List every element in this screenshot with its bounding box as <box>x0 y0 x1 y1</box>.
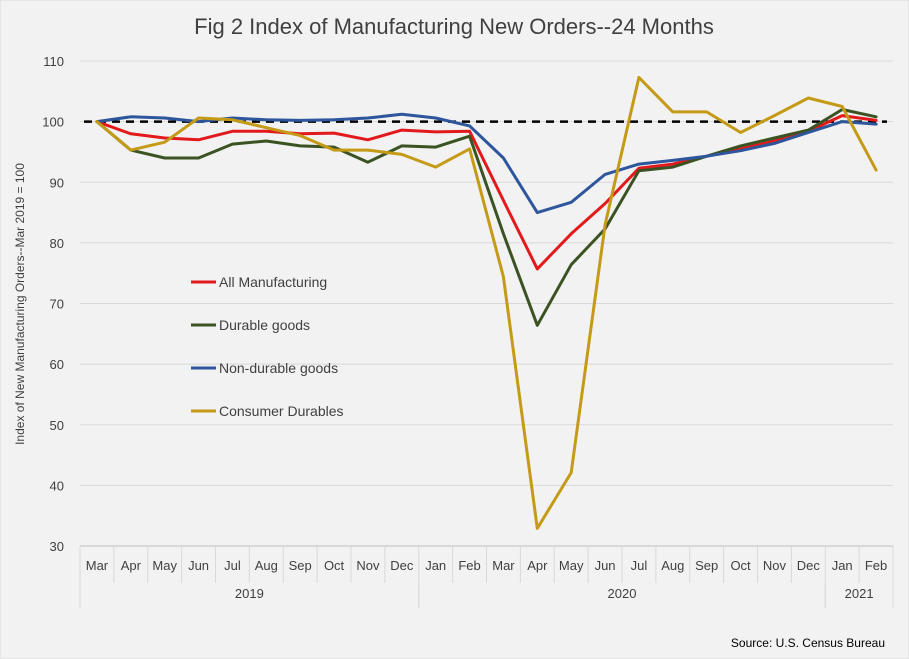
legend-label: All Manufacturing <box>219 274 327 290</box>
x-tick-label: Jan <box>832 558 853 573</box>
source-note: Source: U.S. Census Bureau <box>731 636 885 650</box>
series-line-consumer-durables <box>95 75 878 530</box>
x-year-label: 2019 <box>235 586 264 601</box>
x-tick-label: Oct <box>730 558 751 573</box>
chart-title: Fig 2 Index of Manufacturing New Orders-… <box>194 14 714 39</box>
x-tick-label: Aug <box>661 558 684 573</box>
x-tick-label: Jul <box>631 558 648 573</box>
x-tick-label: Mar <box>86 558 109 573</box>
x-tick-label: May <box>152 558 177 573</box>
legend: All Manufacturing Durable goods Non-durabl… <box>191 274 344 419</box>
x-tick-label: Jun <box>188 558 209 573</box>
x-tick-label: Oct <box>324 558 345 573</box>
x-tick-label: Feb <box>865 558 887 573</box>
y-tick-label: 30 <box>50 539 64 554</box>
x-tick-label: Sep <box>695 558 718 573</box>
y-axis-label: Index of New Manufacturing Orders--Mar 2… <box>13 163 27 445</box>
x-tick-label: May <box>559 558 584 573</box>
y-tick-label: 90 <box>50 175 64 190</box>
y-tick-label: 70 <box>50 297 64 312</box>
x-tick-label: Apr <box>121 558 142 573</box>
x-year-label: 2021 <box>845 586 874 601</box>
y-axis-ticks: 30 40 50 60 70 80 90 100 110 <box>42 54 64 554</box>
y-tick-label: 40 <box>50 478 64 493</box>
x-year-label: 2020 <box>608 586 637 601</box>
y-tick-label: 80 <box>50 236 64 251</box>
x-axis: Mar Apr May Jun Jul Aug Sep Oct Nov Dec Jan Feb Mar A… <box>79 545 894 608</box>
x-tick-label: Feb <box>458 558 480 573</box>
x-tick-label: Sep <box>289 558 312 573</box>
legend-label: Non-durable goods <box>219 360 338 376</box>
x-tick-label: Dec <box>797 558 821 573</box>
x-tick-label: Nov <box>763 558 787 573</box>
x-tick-label: Mar <box>492 558 515 573</box>
x-tick-label: Jul <box>224 558 241 573</box>
x-tick-label: Apr <box>527 558 548 573</box>
x-tick-label: Jan <box>425 558 446 573</box>
data-series <box>95 75 878 530</box>
y-tick-label: 50 <box>50 418 64 433</box>
legend-label: Consumer Durables <box>219 403 344 419</box>
y-tick-label: 60 <box>50 357 64 372</box>
y-tick-label: 110 <box>43 54 64 69</box>
x-tick-label: Dec <box>390 558 414 573</box>
x-tick-label: Aug <box>255 558 278 573</box>
x-tick-label: Jun <box>595 558 616 573</box>
y-tick-label: 100 <box>42 115 64 130</box>
x-tick-label: Nov <box>356 558 380 573</box>
series-line-durable-goods <box>95 108 878 327</box>
series-line-all-manufacturing <box>95 114 878 271</box>
legend-label: Durable goods <box>219 317 310 333</box>
